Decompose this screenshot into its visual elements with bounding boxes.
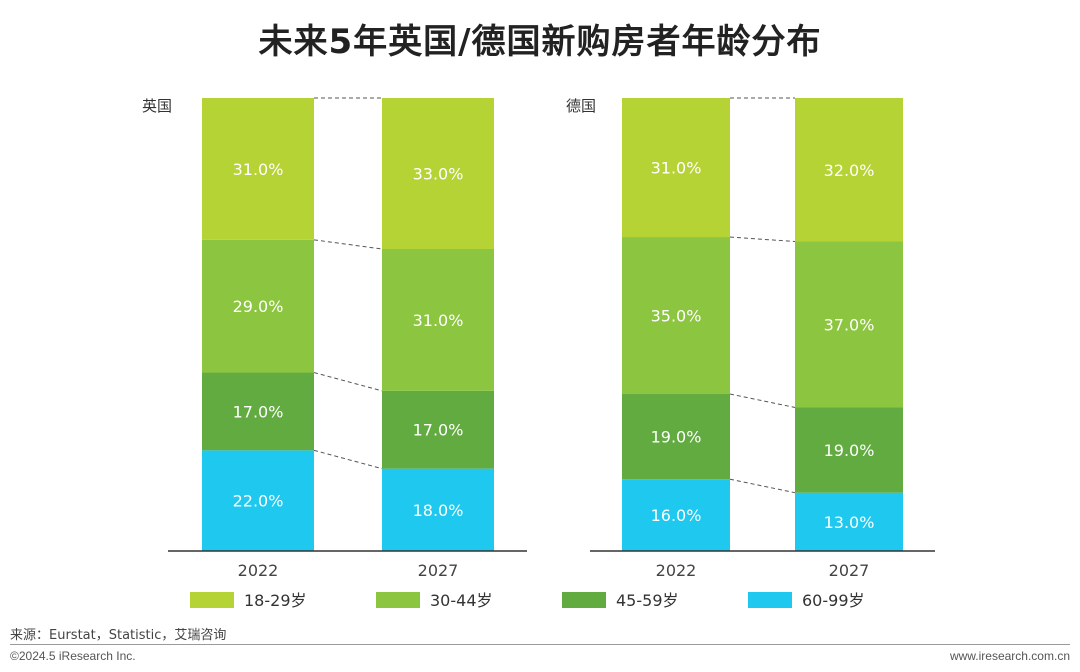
data-label: 31.0%	[413, 311, 464, 330]
legend-swatch	[748, 592, 792, 608]
bar-segment	[382, 249, 494, 391]
bar-segment	[622, 237, 730, 395]
connector-line	[729, 236, 796, 243]
bar-segment	[382, 98, 494, 249]
data-label: 16.0%	[651, 506, 702, 525]
legend-label: 18-29岁	[244, 591, 307, 610]
legend-swatch	[190, 592, 234, 608]
bar-segment	[622, 98, 730, 238]
data-label: 17.0%	[413, 421, 464, 440]
connector-line	[729, 478, 796, 494]
chart-title: 未来5年英国/德国新购房者年龄分布	[258, 22, 822, 62]
bar-segment	[622, 394, 730, 480]
data-label: 33.0%	[413, 165, 464, 184]
stacked-bar-chart: 英国 22.0% 17.0% 29.0% 31.0% 2022 18.0% 17.0% 31.0…	[142, 97, 935, 610]
legend-label: 30-44岁	[430, 591, 493, 610]
footer-divider	[10, 644, 1070, 645]
data-label: 37.0%	[824, 316, 875, 335]
data-label: 18.0%	[413, 501, 464, 520]
connector-line	[313, 239, 383, 250]
data-label: 32.0%	[824, 161, 875, 180]
data-label: 17.0%	[233, 402, 284, 421]
bar-segment	[202, 372, 314, 451]
bar-segment	[622, 479, 730, 551]
x-tick-label: 2022	[656, 561, 697, 580]
data-label: 31.0%	[651, 159, 702, 178]
x-tick-label: 2027	[418, 561, 459, 580]
legend-swatch	[376, 592, 420, 608]
copyright-text: ©2024.5 iResearch Inc.	[10, 649, 136, 663]
bar-segment	[795, 407, 903, 493]
legend-label: 45-59岁	[616, 591, 679, 610]
bar-segment	[795, 241, 903, 408]
panel-label: 英国	[142, 97, 172, 115]
connector-line	[729, 393, 796, 408]
data-label: 19.0%	[824, 441, 875, 460]
bar-segment	[795, 492, 903, 551]
source-note: 来源：Eurstat，Statistic，艾瑞咨询	[10, 628, 227, 643]
legend-swatch	[562, 592, 606, 608]
data-label: 35.0%	[651, 307, 702, 326]
bar-segment	[202, 98, 314, 240]
bar-segment	[202, 239, 314, 373]
connector-line	[313, 449, 383, 470]
legend-label: 60-99岁	[802, 591, 865, 610]
data-label: 22.0%	[233, 492, 284, 511]
bar-segment	[382, 390, 494, 469]
bar-segment	[202, 450, 314, 551]
data-label: 29.0%	[233, 297, 284, 316]
x-tick-label: 2022	[238, 561, 279, 580]
panel-label: 德国	[566, 97, 596, 115]
data-label: 19.0%	[651, 428, 702, 447]
data-label: 13.0%	[824, 513, 875, 532]
bar-segment	[795, 98, 903, 242]
x-tick-label: 2027	[829, 561, 870, 580]
data-label: 31.0%	[233, 160, 284, 179]
bar-segment	[382, 468, 494, 551]
connector-line	[313, 372, 383, 392]
website-text: www.iresearch.com.cn	[949, 649, 1070, 663]
